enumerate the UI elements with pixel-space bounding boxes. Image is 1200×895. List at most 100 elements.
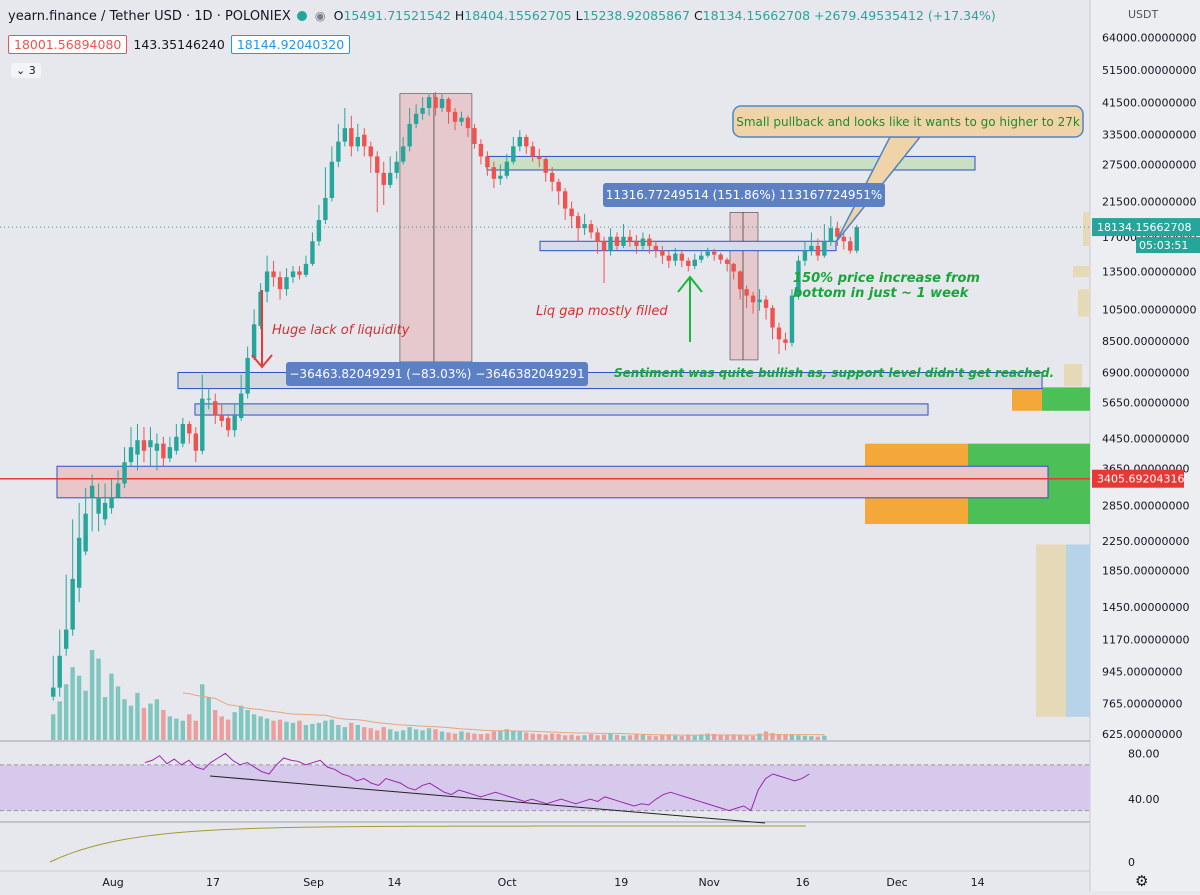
- candle-body: [822, 241, 827, 256]
- volume-bar: [297, 720, 302, 740]
- volume-ma-line: [182, 692, 825, 736]
- candle-body: [219, 415, 224, 421]
- buy-button[interactable]: 18144.92040320: [230, 35, 351, 54]
- volume-bar: [141, 707, 147, 740]
- eye-icon[interactable]: ◉: [314, 8, 326, 23]
- candle-body: [206, 398, 211, 400]
- candle-body: [433, 97, 438, 109]
- candle-body: [413, 113, 419, 124]
- indicators-toggle[interactable]: ⌄ 3: [11, 63, 41, 78]
- candle-body: [271, 271, 276, 278]
- price-tick-label: 625.00000000: [1102, 728, 1182, 741]
- volume-bar: [290, 722, 296, 740]
- candle-body: [161, 443, 166, 459]
- time-tick-label: 16: [796, 876, 810, 889]
- price-tick-label: 1850.00000000: [1102, 565, 1189, 578]
- volume-bar: [569, 734, 574, 740]
- price-axis-unit: USDT: [1128, 8, 1159, 21]
- volume-bar: [724, 735, 730, 740]
- countdown-badge: [1136, 237, 1200, 254]
- time-tick-label: Sep: [303, 876, 324, 889]
- callout-text: Small pullback and looks like it wants t…: [736, 115, 1080, 129]
- candle-body: [148, 440, 153, 448]
- volume-bar: [303, 725, 309, 740]
- candle-body: [135, 440, 140, 455]
- candle-body: [835, 228, 840, 237]
- zone-box: [194, 403, 929, 416]
- red-level-badge: [1092, 469, 1184, 488]
- volume-bar: [582, 735, 587, 740]
- candle-body: [167, 447, 173, 459]
- volume-bar: [562, 735, 568, 740]
- volume-bar: [277, 719, 283, 740]
- candle-body: [562, 191, 568, 209]
- time-tick-label: Aug: [102, 876, 123, 889]
- volume-bar: [336, 725, 341, 740]
- volume-bar: [413, 729, 419, 740]
- candle-body: [174, 436, 179, 451]
- candle-body: [251, 324, 257, 358]
- volume-bar: [200, 684, 205, 740]
- volume-bar: [284, 721, 289, 740]
- candle-body: [776, 327, 782, 340]
- current-price-label: 18134.15662708: [1097, 221, 1191, 234]
- candle-body: [692, 259, 697, 267]
- symbol-title[interactable]: yearn.finance / Tether USD · 1D · POLONI…: [8, 9, 291, 24]
- volume-bar: [238, 705, 244, 740]
- volume-bar: [368, 728, 373, 740]
- volume-bar: [472, 733, 477, 740]
- candle-body: [517, 136, 522, 147]
- volume-bar: [271, 720, 276, 740]
- volume-profile-bar: [1083, 212, 1090, 246]
- volume-bar: [608, 733, 613, 740]
- volume-bar: [770, 733, 775, 740]
- huge-lack-text: Huge lack of liquidity: [272, 323, 410, 338]
- volume-bar: [349, 722, 354, 740]
- volume-bar: [750, 736, 756, 740]
- candle-body: [141, 440, 147, 451]
- red-level-label: 3405.69204316: [1097, 473, 1184, 486]
- callout-box: [732, 105, 1084, 138]
- volume-bar: [485, 733, 490, 740]
- volume-bar: [232, 712, 237, 740]
- candle-body: [102, 502, 108, 520]
- volume-bar: [180, 720, 185, 740]
- volume-bar: [148, 703, 153, 740]
- measure-range-box: [729, 212, 759, 361]
- price-tick-label: 6900.00000000: [1102, 366, 1189, 379]
- volume-bar: [206, 697, 211, 740]
- candle-body: [284, 277, 289, 290]
- candle-body: [187, 423, 192, 434]
- volume-bar: [213, 710, 218, 740]
- volume-bar: [640, 734, 646, 740]
- volume-bar: [776, 734, 782, 740]
- price-tick-label: 2250.00000000: [1102, 535, 1189, 548]
- volume-bar: [193, 720, 198, 740]
- volume-bar: [70, 667, 75, 740]
- candle-body: [355, 136, 360, 147]
- price-tick-label: 4450.00000000: [1102, 432, 1189, 445]
- volume-bar: [537, 734, 542, 740]
- volume-profile-bar: [1036, 544, 1066, 717]
- volume-bar: [556, 734, 561, 740]
- price-tick-label: 64000.00000000: [1102, 31, 1196, 44]
- candle-body: [452, 111, 458, 122]
- chevron-down-icon: ⌄: [16, 64, 26, 77]
- candle-body: [478, 143, 484, 157]
- time-tick-label: Oct: [498, 876, 518, 889]
- volume-bar: [439, 731, 445, 740]
- measure-up-label-bg: [603, 183, 885, 207]
- sell-button[interactable]: 18001.56894080: [8, 35, 128, 54]
- price-tick-label: 27500.00000000: [1102, 158, 1196, 171]
- candle-body: [841, 236, 846, 242]
- volume-bar: [452, 733, 458, 740]
- candle-body: [537, 156, 542, 160]
- candle-body: [575, 216, 581, 229]
- candle-body: [712, 251, 717, 255]
- volume-bar: [809, 736, 814, 740]
- candle-body: [485, 156, 490, 168]
- volume-bar: [258, 716, 263, 740]
- candle-body: [744, 289, 749, 296]
